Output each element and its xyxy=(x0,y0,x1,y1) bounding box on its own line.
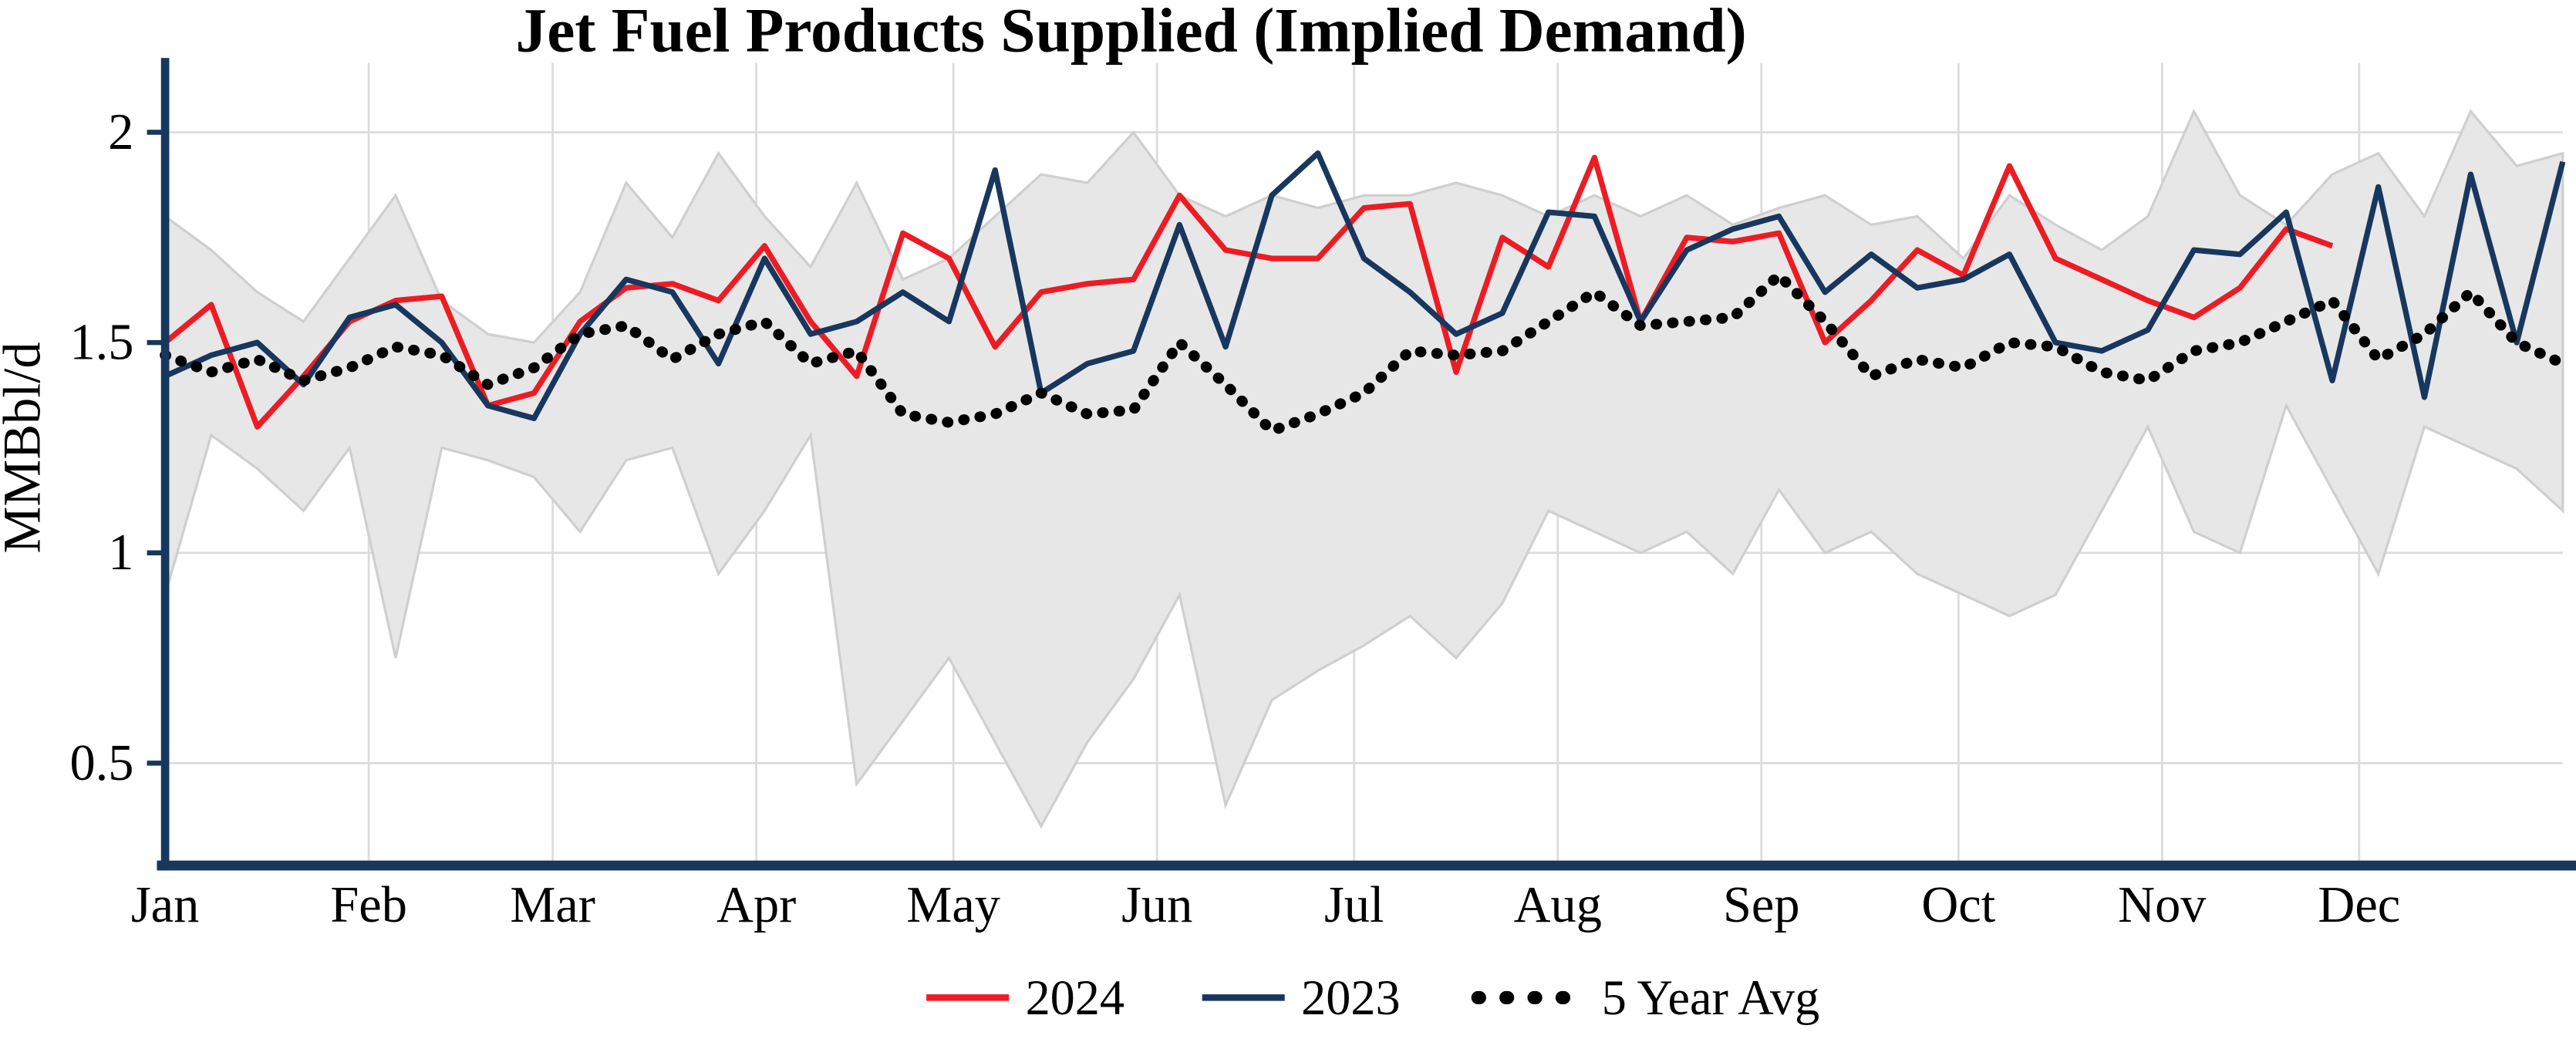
x-axis-line xyxy=(157,860,2576,871)
month-label: Sep xyxy=(1723,877,1800,933)
month-label: Feb xyxy=(330,877,407,933)
legend-2024-label: 2024 xyxy=(1026,970,1124,1025)
month-label: Nov xyxy=(2118,877,2207,933)
legend-2023-label: 2023 xyxy=(1301,970,1400,1025)
line-2023 xyxy=(164,150,2566,421)
month-label: Oct xyxy=(1921,877,1995,933)
legend-5yr-avg-label: 5 Year Avg xyxy=(1602,970,1819,1025)
five-year-avg-line xyxy=(160,269,2568,437)
y-axis-line xyxy=(160,58,170,871)
y-axis-labels: 0.5 1 1.5 2 xyxy=(69,104,133,791)
month-label: Jul xyxy=(1324,877,1384,933)
y-tick-label: 1 xyxy=(108,524,133,581)
month-label: Aug xyxy=(1514,877,1602,933)
y-axis-title: MMBbl/d xyxy=(0,342,51,553)
five-year-range-band xyxy=(164,108,2564,829)
y-tick-label: 0.5 xyxy=(69,735,133,791)
y-axis-ticks xyxy=(147,130,166,766)
month-label: Dec xyxy=(2318,877,2400,933)
legend: 2024 2023 5 Year Avg xyxy=(926,970,1819,1025)
month-label: May xyxy=(906,877,1000,933)
month-label: Apr xyxy=(716,877,796,933)
month-label: Mar xyxy=(510,877,595,933)
x-axis-labels: Jan Feb Mar Apr May Jun Jul Aug Sep Oct Nov Dec xyxy=(131,877,2400,933)
y-tick-label: 1.5 xyxy=(69,315,133,371)
chart-title: Jet Fuel Products Supplied (Implied Dema… xyxy=(516,0,1747,66)
line-2024 xyxy=(163,154,2334,430)
month-label: Jun xyxy=(1121,877,1192,933)
month-label: Jan xyxy=(131,877,199,933)
y-tick-label: 2 xyxy=(108,104,133,160)
